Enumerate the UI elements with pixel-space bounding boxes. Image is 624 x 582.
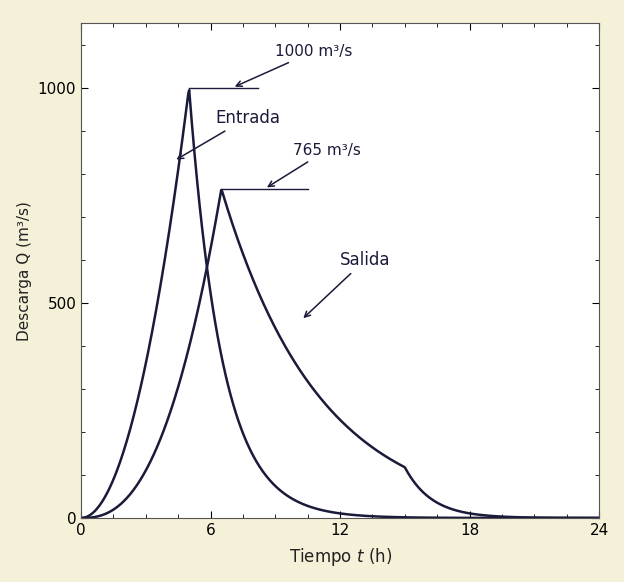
Y-axis label: Descarga Q (m³/s): Descarga Q (m³/s)	[17, 201, 32, 340]
X-axis label: Tiempo $t$ (h): Tiempo $t$ (h)	[288, 546, 392, 568]
Text: Salida: Salida	[305, 251, 391, 317]
Text: Entrada: Entrada	[178, 109, 280, 159]
Text: 1000 m³/s: 1000 m³/s	[236, 44, 353, 86]
Text: 765 m³/s: 765 m³/s	[268, 143, 361, 186]
